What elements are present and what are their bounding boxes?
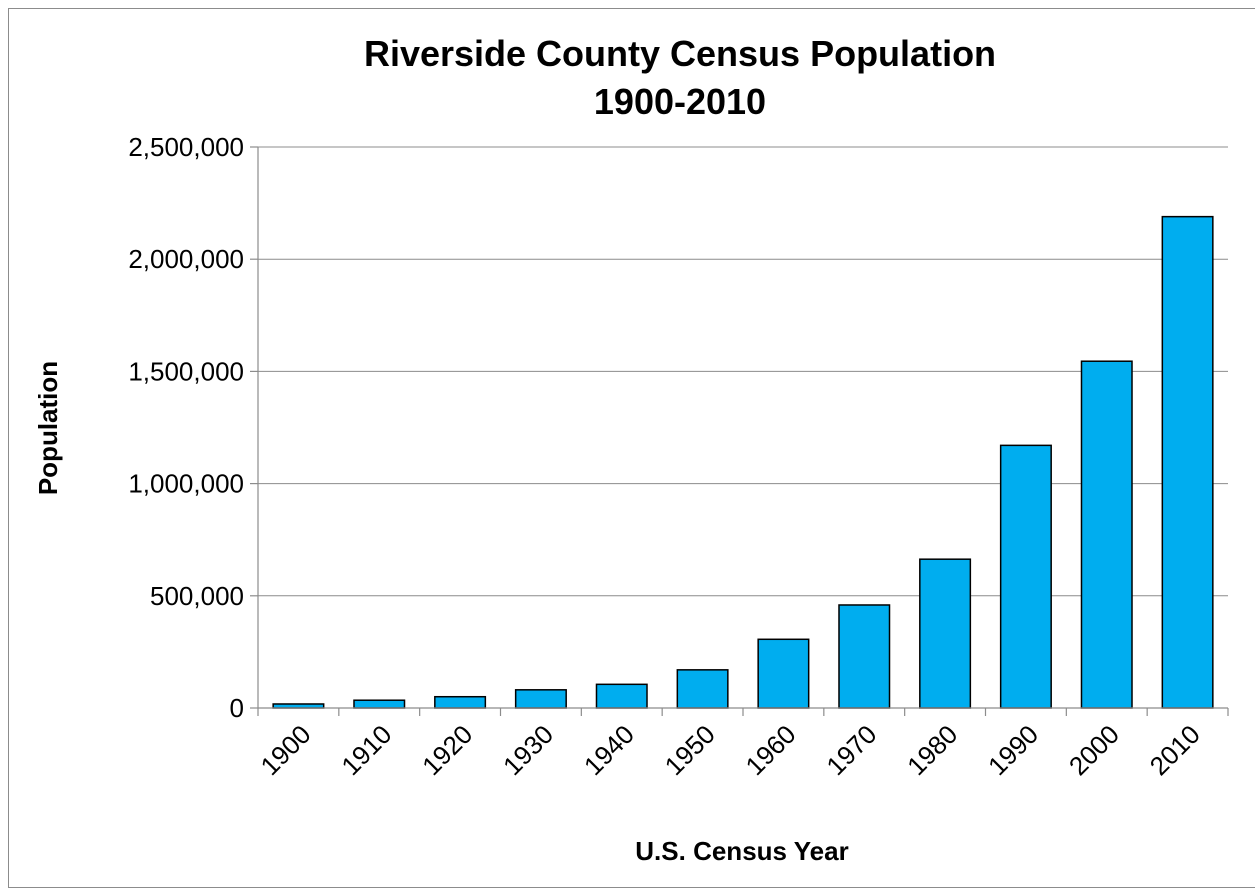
bar-1940: [595, 683, 648, 709]
y-axis-title: Population: [33, 361, 63, 495]
bar-1980: [919, 558, 972, 709]
x-tick-label: 1920: [416, 719, 478, 781]
y-tick-label: 2,500,000: [128, 132, 244, 162]
bar-2000: [1080, 360, 1133, 709]
x-tick-label: 1980: [901, 719, 963, 781]
y-tick-label: 1,500,000: [128, 356, 244, 386]
bars: [272, 215, 1214, 709]
gridlines: [258, 146, 1228, 597]
y-tick-label: 1,000,000: [128, 469, 244, 499]
axes: [250, 146, 1229, 716]
y-tick-label: 2,000,000: [128, 244, 244, 274]
x-tick-label: 1970: [820, 719, 882, 781]
x-tick-label: 1900: [255, 719, 317, 781]
bar-1990: [999, 444, 1052, 709]
bar-1900: [272, 703, 325, 709]
x-tick-label: 1990: [982, 719, 1044, 781]
chart-title-line-1: Riverside County Census Population: [364, 33, 996, 74]
chart-title-line-2: 1900-2010: [594, 81, 766, 122]
bar-1910: [353, 699, 406, 709]
bar-1960: [757, 638, 810, 709]
x-tick-label: 1930: [497, 719, 559, 781]
census-population-chart: Riverside County Census Population 1900-…: [33, 33, 1229, 866]
x-tick-label: 1940: [578, 719, 640, 781]
x-tick-label: 2010: [1144, 719, 1206, 781]
y-tick-label: 0: [230, 693, 244, 723]
x-tick-label: 2000: [1063, 719, 1125, 781]
x-tick-label: 1910: [335, 719, 397, 781]
x-tick-labels: 1900 1910 1920 1930 1940 1950 1960 1970 1980 1990…: [255, 719, 1206, 781]
y-tick-labels: 0 500,000 1,000,000 1,500,000 2,000,000 2,500…: [128, 132, 244, 723]
bar-1970: [838, 604, 891, 709]
bar-1950: [676, 669, 729, 709]
bar-2010: [1161, 215, 1214, 709]
y-tick-label: 500,000: [150, 581, 244, 611]
bar-1930: [514, 689, 567, 709]
bar-1920: [434, 695, 487, 709]
x-tick-label: 1960: [740, 719, 802, 781]
x-axis-title: U.S. Census Year: [635, 836, 848, 866]
x-tick-label: 1950: [659, 719, 721, 781]
